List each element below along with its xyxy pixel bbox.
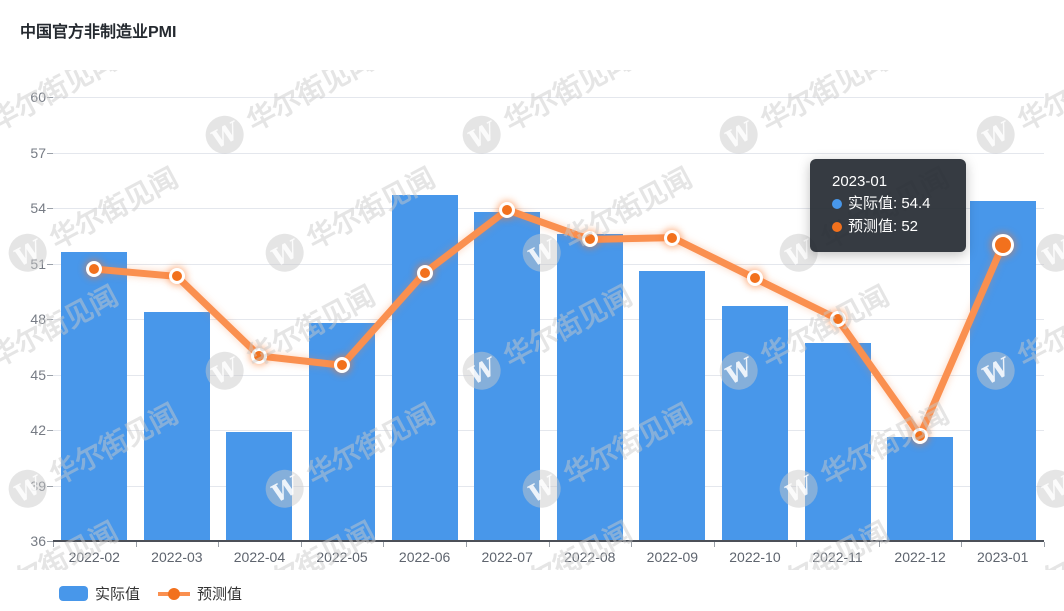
x-axis-label: 2022-09 <box>646 549 699 565</box>
y-axis-tick <box>47 319 53 320</box>
bar-2022-05[interactable] <box>309 322 376 540</box>
chart-legend: 实际值 预测值 <box>59 583 242 604</box>
x-axis-tick <box>796 542 798 547</box>
bar-2022-08[interactable] <box>556 233 623 540</box>
x-axis-tick <box>465 542 467 547</box>
x-axis-label: 2022-10 <box>729 549 781 565</box>
x-axis-label: 2022-04 <box>233 549 286 565</box>
actual-bar-swatch-icon <box>59 586 88 601</box>
x-axis-label: 2022-08 <box>564 549 616 565</box>
bar-2022-06[interactable] <box>391 195 458 540</box>
gridline <box>53 97 1044 98</box>
bar-2022-11[interactable] <box>804 343 871 540</box>
legend-forecast-label: 预测值 <box>197 586 243 603</box>
gridline <box>53 485 1044 487</box>
tooltip-actual-text: 实际值: 54.4 <box>848 195 931 212</box>
y-axis-label: 45 <box>30 366 46 383</box>
x-axis-label: 2023-01 <box>977 549 1029 565</box>
x-axis-tick <box>961 542 963 547</box>
y-axis-tick <box>47 97 53 98</box>
x-axis-tick <box>383 542 385 547</box>
legend-item-forecast[interactable]: 预测值 <box>158 583 242 604</box>
x-axis-label: 2022-06 <box>398 549 451 565</box>
forecast-series-dot-icon <box>832 221 842 232</box>
x-axis-tick <box>878 542 880 547</box>
bar-2022-09[interactable] <box>639 270 706 540</box>
legend-item-actual[interactable]: 实际值 <box>59 583 140 604</box>
bar-2022-12[interactable] <box>887 437 954 540</box>
line-point-2022-05[interactable] <box>334 357 351 374</box>
line-point-2022-06[interactable] <box>416 264 433 281</box>
x-axis-label: 2022-03 <box>151 549 203 565</box>
bar-2022-10[interactable] <box>721 306 788 540</box>
line-point-2022-11[interactable] <box>829 311 846 327</box>
line-point-2022-03[interactable] <box>168 268 185 285</box>
x-axis-tick <box>548 542 550 547</box>
y-axis-label: 42 <box>30 422 46 438</box>
tooltip-forecast-text: 预测值: 52 <box>848 218 919 235</box>
x-axis-label: 2022-05 <box>316 549 368 565</box>
x-axis-tick <box>631 542 633 547</box>
page-title: 中国官方非制造业PMI <box>20 24 177 41</box>
line-point-2022-09[interactable] <box>664 229 681 246</box>
actual-series-dot-icon <box>832 198 842 209</box>
x-axis-tick <box>713 542 715 547</box>
x-axis-label: 2022-12 <box>894 549 946 565</box>
y-axis-tick <box>47 263 53 265</box>
x-axis-label: 2022-11 <box>812 549 863 565</box>
bar-2022-02[interactable] <box>61 252 128 540</box>
chart-tooltip: 2023-01 实际值: 54.4 预测值: 52 <box>810 159 966 252</box>
line-point-2022-02[interactable] <box>86 261 103 278</box>
y-axis-tick <box>47 541 53 542</box>
line-point-2022-04[interactable] <box>251 348 268 364</box>
tooltip-title: 2023-01 <box>832 173 888 190</box>
y-axis-label: 36 <box>30 533 46 549</box>
gridline <box>53 540 1044 542</box>
line-point-2022-08[interactable] <box>581 231 598 248</box>
x-axis-label: 2022-02 <box>68 549 120 565</box>
x-axis-tick <box>1044 542 1045 547</box>
line-point-2022-12[interactable] <box>912 427 929 444</box>
y-axis-label: 48 <box>30 311 46 327</box>
y-axis-tick <box>47 152 53 154</box>
x-axis-label: 2022-07 <box>481 549 533 565</box>
tooltip-forecast-row: 预测值: 52 <box>832 215 956 238</box>
y-axis-tick <box>47 208 53 209</box>
x-axis-tick <box>300 542 302 547</box>
bar-2022-03[interactable] <box>143 311 210 540</box>
tooltip-actual-row: 实际值: 54.4 <box>832 192 956 215</box>
x-axis-tick <box>135 542 137 547</box>
y-axis-tick <box>47 485 53 487</box>
x-axis-tick <box>53 542 54 547</box>
line-point-2022-07[interactable] <box>499 201 516 218</box>
line-point-2022-10[interactable] <box>746 270 763 287</box>
y-axis-label: 57 <box>30 144 46 161</box>
y-axis-tick <box>47 374 53 376</box>
legend-actual-label: 实际值 <box>95 586 141 603</box>
bar-2022-07[interactable] <box>474 211 541 540</box>
y-axis-label: 60 <box>30 89 46 105</box>
gridline <box>53 263 1044 265</box>
line-point-2023-01[interactable] <box>991 234 1014 256</box>
y-axis-tick <box>47 430 53 431</box>
forecast-line-dot-icon <box>158 587 191 601</box>
y-axis-label: 51 <box>30 255 46 272</box>
y-axis-label: 39 <box>30 477 46 494</box>
x-axis-tick <box>218 542 220 547</box>
bar-2022-04[interactable] <box>226 431 293 540</box>
y-axis-label: 54 <box>30 200 46 216</box>
gridline <box>53 152 1044 154</box>
